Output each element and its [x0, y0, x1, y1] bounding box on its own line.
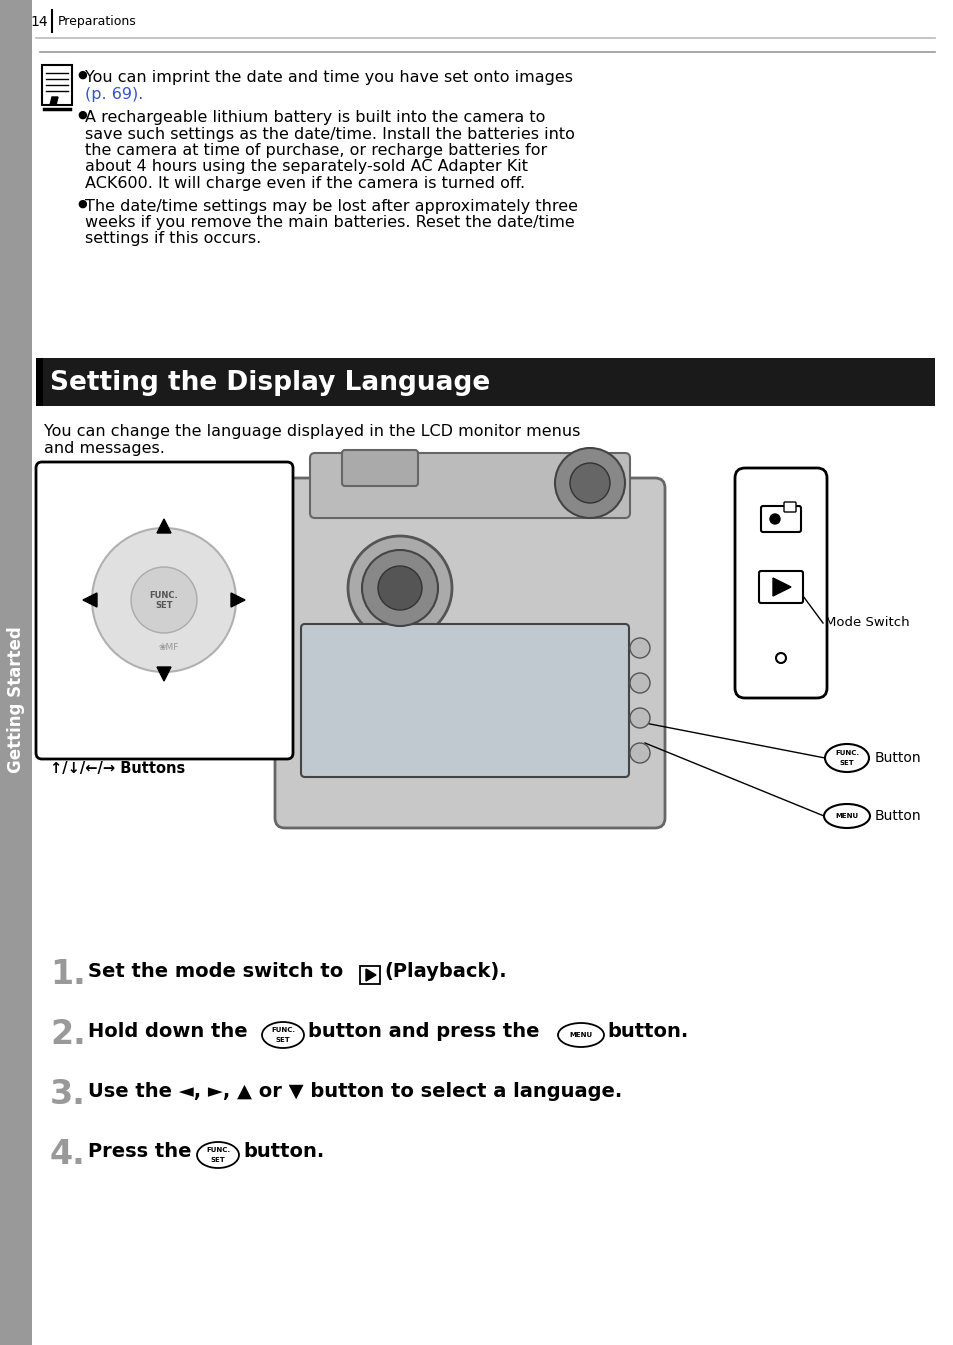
Text: Hold down the: Hold down the — [88, 1022, 248, 1041]
Text: SET: SET — [211, 1157, 225, 1162]
Polygon shape — [231, 593, 245, 607]
Polygon shape — [50, 97, 58, 105]
Text: (p. 69).: (p. 69). — [85, 87, 143, 102]
FancyBboxPatch shape — [341, 451, 417, 486]
Text: ●: ● — [77, 199, 87, 208]
FancyBboxPatch shape — [301, 624, 628, 777]
FancyBboxPatch shape — [36, 358, 934, 406]
FancyBboxPatch shape — [274, 477, 664, 829]
Text: ●: ● — [77, 70, 87, 79]
Text: 14: 14 — [30, 15, 48, 30]
Circle shape — [569, 463, 609, 503]
Text: MENU: MENU — [835, 812, 858, 819]
Text: SET: SET — [839, 760, 854, 767]
Text: Set the mode switch to: Set the mode switch to — [88, 962, 343, 981]
Text: MENU: MENU — [569, 1032, 592, 1038]
Text: FUNC.: FUNC. — [834, 751, 858, 756]
Text: ●: ● — [77, 110, 87, 120]
Text: You can change the language displayed in the LCD monitor menus: You can change the language displayed in… — [44, 424, 579, 438]
Text: button.: button. — [606, 1022, 687, 1041]
FancyBboxPatch shape — [783, 502, 795, 512]
Circle shape — [629, 707, 649, 728]
Polygon shape — [83, 593, 97, 607]
Text: FUNC.: FUNC. — [150, 590, 178, 600]
FancyBboxPatch shape — [36, 358, 43, 406]
FancyBboxPatch shape — [0, 0, 32, 1345]
Text: Press the: Press the — [88, 1142, 192, 1161]
Text: ↑/↓/←/→ Buttons: ↑/↓/←/→ Buttons — [50, 761, 185, 776]
Text: 2.: 2. — [50, 1018, 86, 1050]
FancyBboxPatch shape — [359, 966, 379, 985]
Circle shape — [348, 537, 452, 640]
Circle shape — [361, 550, 437, 625]
Circle shape — [629, 638, 649, 658]
FancyBboxPatch shape — [760, 506, 801, 533]
Text: settings if this occurs.: settings if this occurs. — [85, 231, 261, 246]
Polygon shape — [157, 519, 171, 533]
Text: A rechargeable lithium battery is built into the camera to: A rechargeable lithium battery is built … — [85, 110, 545, 125]
Circle shape — [629, 742, 649, 763]
Text: Button: Button — [874, 808, 921, 823]
Text: FUNC.: FUNC. — [271, 1028, 294, 1033]
FancyBboxPatch shape — [759, 572, 802, 603]
Polygon shape — [157, 667, 171, 681]
Circle shape — [377, 566, 421, 611]
Text: weeks if you remove the main batteries. Reset the date/time: weeks if you remove the main batteries. … — [85, 215, 574, 230]
FancyBboxPatch shape — [734, 468, 826, 698]
Circle shape — [91, 529, 235, 672]
Polygon shape — [772, 578, 790, 596]
Text: Getting Started: Getting Started — [7, 627, 25, 773]
FancyBboxPatch shape — [310, 453, 629, 518]
Text: SET: SET — [155, 600, 172, 609]
Text: Button: Button — [874, 751, 921, 765]
Text: Mode Switch: Mode Switch — [824, 616, 908, 629]
Text: You can imprint the date and time you have set onto images: You can imprint the date and time you ha… — [85, 70, 573, 85]
Text: button.: button. — [243, 1142, 324, 1161]
Text: SET: SET — [275, 1037, 290, 1042]
Text: the camera at time of purchase, or recharge batteries for: the camera at time of purchase, or recha… — [85, 143, 547, 157]
Text: save such settings as the date/time. Install the batteries into: save such settings as the date/time. Ins… — [85, 126, 575, 141]
Text: (Playback).: (Playback). — [384, 962, 506, 981]
Circle shape — [629, 672, 649, 693]
Text: The date/time settings may be lost after approximately three: The date/time settings may be lost after… — [85, 199, 578, 214]
Circle shape — [769, 514, 780, 525]
FancyBboxPatch shape — [36, 461, 293, 759]
Text: ACK600. It will charge even if the camera is turned off.: ACK600. It will charge even if the camer… — [85, 176, 524, 191]
Text: 3.: 3. — [50, 1077, 86, 1111]
FancyBboxPatch shape — [42, 65, 71, 105]
Text: FUNC.: FUNC. — [206, 1147, 230, 1154]
Text: 1.: 1. — [50, 958, 86, 991]
Text: 4.: 4. — [50, 1138, 86, 1171]
Text: Use the ◄, ►, ▲ or ▼ button to select a language.: Use the ◄, ►, ▲ or ▼ button to select a … — [88, 1081, 621, 1102]
Circle shape — [131, 568, 196, 633]
Text: about 4 hours using the separately-sold AC Adapter Kit: about 4 hours using the separately-sold … — [85, 160, 527, 175]
Text: ❀MF: ❀MF — [158, 643, 179, 652]
Text: Setting the Display Language: Setting the Display Language — [50, 370, 490, 395]
Text: and messages.: and messages. — [44, 441, 165, 456]
Circle shape — [555, 448, 624, 518]
Text: Preparations: Preparations — [58, 16, 136, 28]
Polygon shape — [366, 968, 375, 981]
Text: button and press the: button and press the — [308, 1022, 539, 1041]
